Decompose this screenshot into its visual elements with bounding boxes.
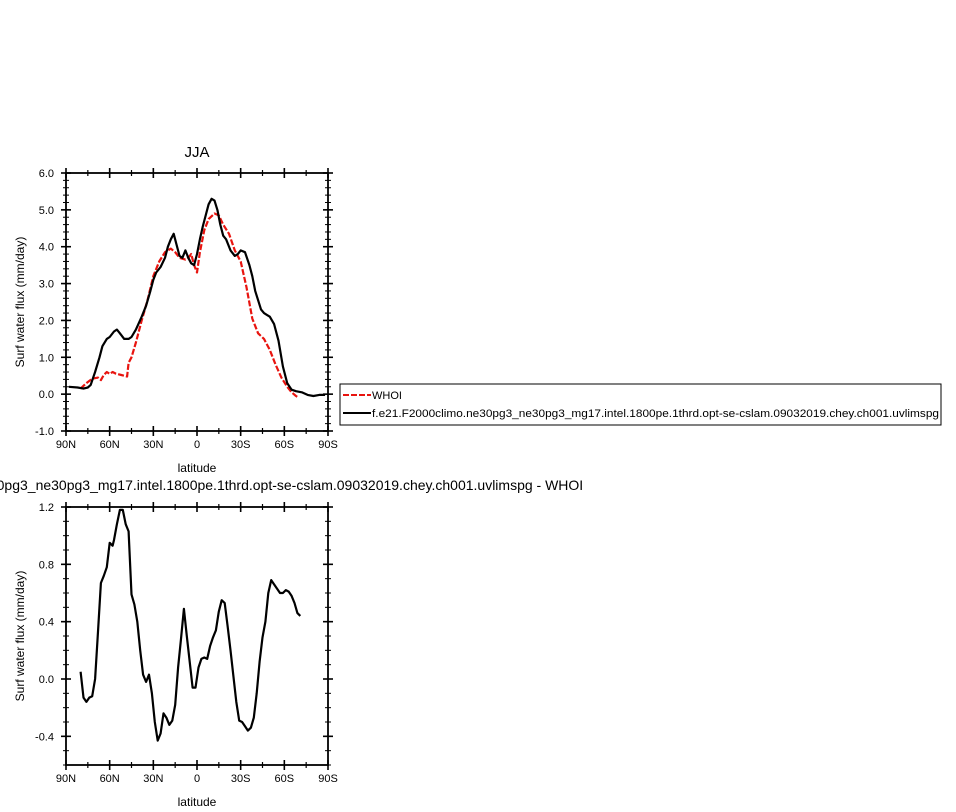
series-line-top-0 [79,212,300,399]
x-tick-label: 0 [194,439,200,451]
x-tick-label: 60N [100,439,120,451]
panel-bottom-title: f.e21.F2000climo.ne30pg3_ne30pg3_mg17.in… [0,477,583,493]
x-tick-label: 30N [143,773,163,785]
y-tick-label: 6.0 [39,168,54,180]
x-tick-label: 90N [56,773,76,785]
panel-top-ticks [61,168,333,436]
panel-bottom-xlabel: latitude [178,795,217,809]
y-tick-label: 0.4 [39,617,54,629]
y-tick-label: 3.0 [39,279,54,291]
y-tick-label: 1.2 [39,502,54,514]
panel-top-ylabel: Surf water flux (mm/day) [13,237,27,368]
panel-top-xlabel: latitude [178,461,217,475]
panel-top: JJA Surf water flux (mm/day) latitude 90… [13,144,338,475]
y-tick-label: -0.4 [35,731,54,743]
x-tick-label: 90S [318,439,338,451]
y-tick-label: 2.0 [39,315,54,327]
y-tick-label: 0.0 [39,389,54,401]
panel-top-tick-labels: 90N 60N 30N 0 30S 60S 90S -1.0 0.0 1.0 2.0 3.0 4.0 5.… [35,168,338,451]
x-tick-label: 30N [143,439,163,451]
x-tick-label: 60N [100,773,120,785]
x-tick-label: 0 [194,773,200,785]
panel-bottom-ylabel: Surf water flux (mm/day) [13,571,27,702]
panel-bottom-tick-labels: 90N 60N 30N 0 30S 60S 90S -0.4 0.0 0.4 0.8 1.2 [35,502,338,785]
series-line-bottom-0 [79,508,302,742]
panel-bottom-ticks [61,502,333,770]
y-tick-label: -1.0 [35,426,54,438]
legend: WHOI f.e21.F2000climo.ne30pg3_ne30pg3_mg… [339,383,942,426]
y-tick-label: 1.0 [39,352,54,364]
y-tick-label: 0.0 [39,674,54,686]
panel-top-title: JJA [184,144,209,161]
legend-label-model: f.e21.F2000climo.ne30pg3_ne30pg3_mg17.in… [372,408,939,420]
panel-bottom-frame [65,506,329,766]
x-tick-label: 60S [275,773,295,785]
legend-box [339,383,942,426]
x-tick-label: 90N [56,439,76,451]
series-line-top-1 [68,197,326,398]
x-tick-label: 90S [318,773,338,785]
y-tick-label: 4.0 [39,242,54,254]
x-tick-label: 30S [231,773,251,785]
x-tick-label: 30S [231,439,251,451]
legend-label-whoi: WHOI [372,390,402,402]
panel-bottom-series [79,508,302,742]
panel-top-series [68,197,326,399]
y-tick-label: 5.0 [39,205,54,217]
y-tick-label: 0.8 [39,559,54,571]
x-tick-label: 60S [275,439,295,451]
panel-bottom: f.e21.F2000climo.ne30pg3_ne30pg3_mg17.in… [0,477,583,809]
panel-top-frame [65,172,329,432]
